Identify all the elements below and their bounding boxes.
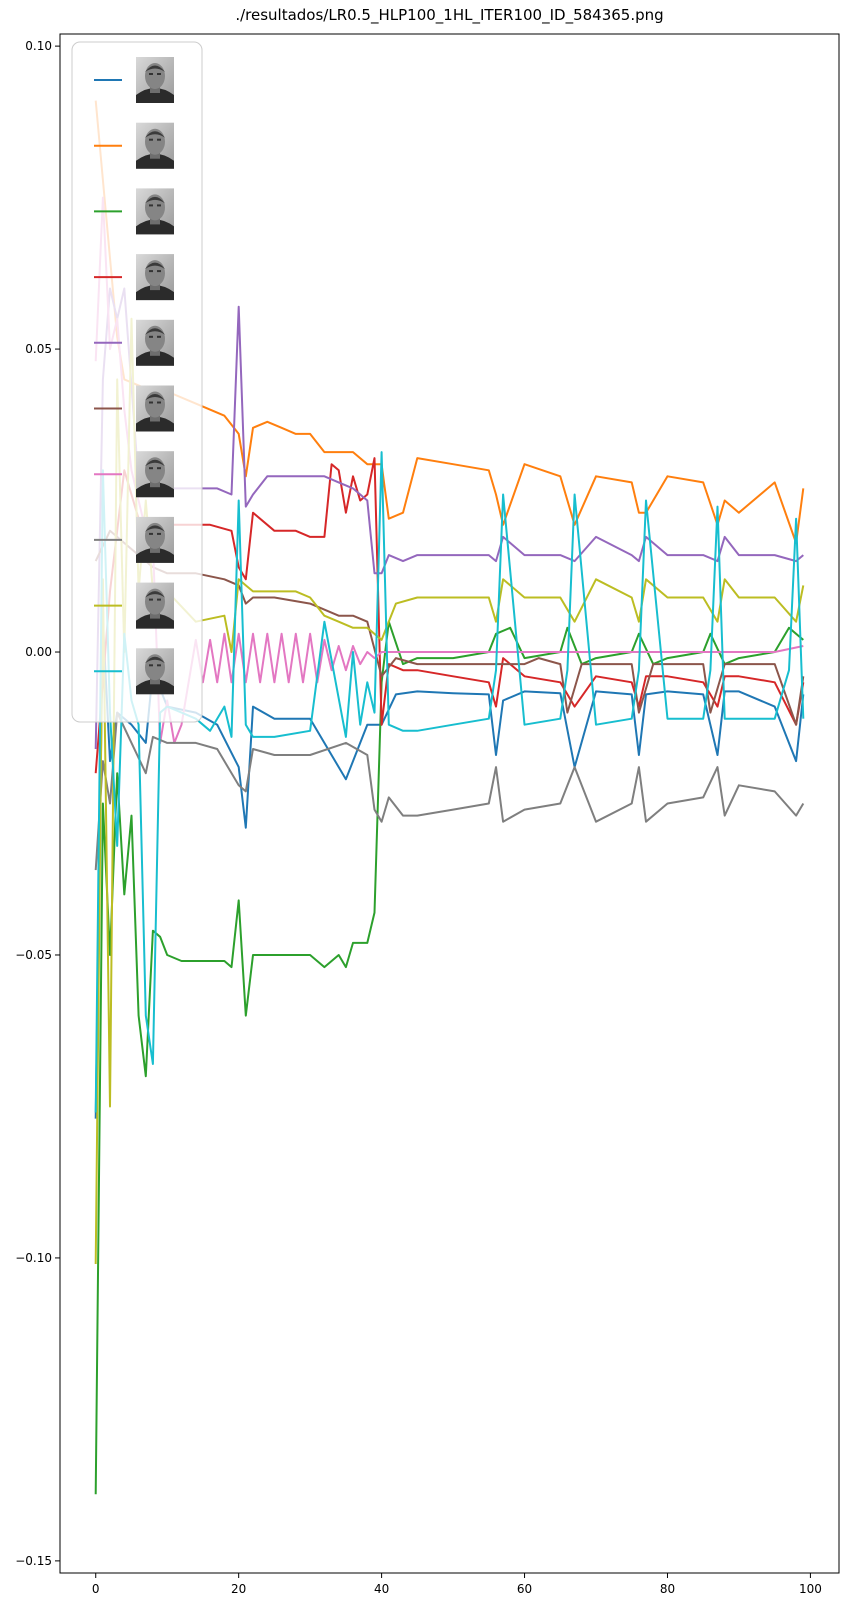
y-tick-label: −0.15 — [15, 1554, 52, 1568]
y-tick-label: 0.05 — [25, 342, 52, 356]
x-tick-label: 0 — [92, 1582, 100, 1596]
series-line-3 — [94, 620, 804, 1495]
x-tick-label: 20 — [231, 1582, 246, 1596]
legend-face-thumbnail-3 — [136, 188, 174, 235]
legend-face-thumbnail-2 — [136, 122, 174, 169]
chart-title: ./resultados/LR0.5_HLP100_1HL_ITER100_ID… — [235, 6, 664, 24]
x-tick-label: 40 — [374, 1582, 389, 1596]
series-line-8 — [94, 711, 805, 871]
x-tick-label: 80 — [660, 1582, 675, 1596]
legend-face-thumbnail-7 — [136, 451, 174, 498]
x-tick-label: 100 — [799, 1582, 822, 1596]
y-tick-label: 0.00 — [25, 645, 52, 659]
legend-face-thumbnail-4 — [136, 254, 174, 301]
legend-face-thumbnail-5 — [136, 319, 174, 366]
legend-face-thumbnail-8 — [136, 516, 174, 563]
plot-frame — [59, 33, 840, 1574]
legend-face-thumbnail-9 — [136, 582, 174, 629]
legend-face-thumbnail-10 — [136, 648, 174, 695]
y-tick-label: −0.10 — [15, 1251, 52, 1265]
x-tick-label: 60 — [517, 1582, 532, 1596]
series-line-10 — [94, 451, 805, 1113]
y-tick-label: −0.05 — [15, 948, 52, 962]
legend-face-thumbnail-1 — [136, 57, 174, 103]
y-tick-label: 0.10 — [25, 39, 52, 53]
legend-face-thumbnail-6 — [136, 385, 174, 432]
